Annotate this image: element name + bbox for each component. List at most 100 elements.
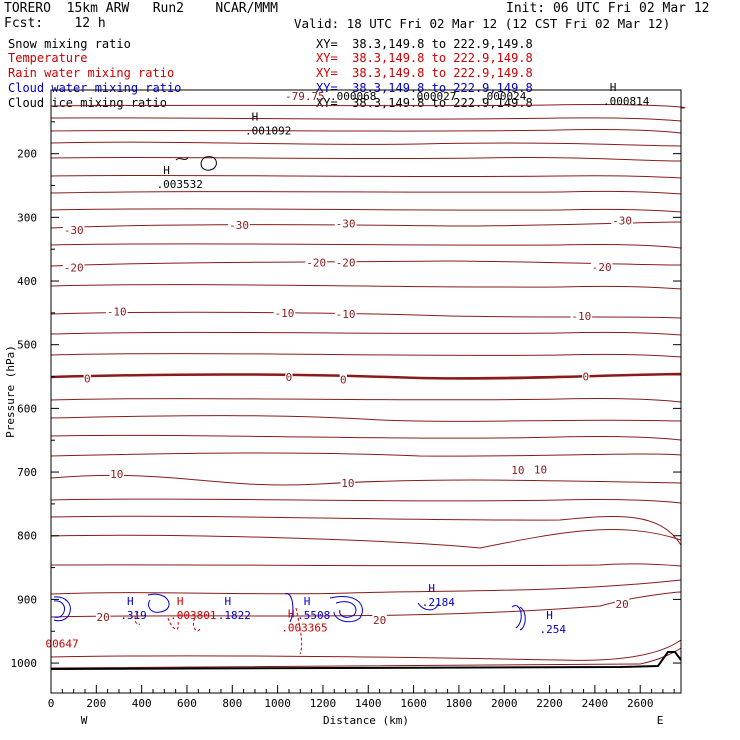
temperature-contour-line — [50, 415, 682, 422]
temperature-contour-label: 20 — [373, 614, 386, 627]
x-tick-label: 200 — [86, 697, 106, 710]
y-tick-label: 1000 — [11, 657, 38, 670]
y-tick-label: 600 — [17, 402, 37, 415]
contour-label-bg — [334, 217, 357, 229]
x-axis-title: Distance (km) — [323, 714, 409, 727]
temperature-contour-line — [50, 156, 682, 162]
contour-label-bg — [590, 261, 613, 273]
field-xy-cloud-water: XY= 38.3,149.8 to 222.9,149.8 — [316, 81, 533, 95]
temperature-contour-line — [50, 515, 682, 546]
x-tick-label: 0 — [48, 697, 55, 710]
temperature-contour-line — [50, 221, 682, 229]
field-name-snow: Snow mixing ratio — [8, 37, 131, 51]
contour-label-bg — [273, 306, 296, 318]
temperature-contour-label: -10 — [274, 307, 294, 320]
max-marker-h: H — [546, 609, 553, 622]
contour-label-bg — [305, 256, 327, 268]
y-tick-label: 700 — [17, 466, 37, 479]
temperature-contour-line — [50, 563, 682, 567]
contour-label-bg — [533, 463, 548, 475]
freezing-level-contour — [50, 372, 682, 380]
y-tick-label: 200 — [17, 148, 37, 161]
contour-label-bg — [62, 224, 85, 236]
top-max-label: -79.75 — [285, 90, 325, 103]
temperature-contour-line — [50, 474, 682, 486]
max-value-label: .1822 — [218, 609, 251, 622]
contour-label-bg — [62, 261, 85, 273]
temperature-contour-label: -10 — [571, 310, 591, 323]
temperature-contour-label: 20 — [96, 611, 109, 624]
contour-label-bg — [83, 372, 91, 384]
max-marker-h: H — [224, 595, 231, 608]
x-tick-label: 1000 — [264, 697, 291, 710]
temperature-contour-line — [50, 311, 682, 319]
axes: 0 200 400 600 800 1000 1200 1400 1600 1800 2000 220… — [4, 89, 682, 727]
contour-label-bg — [109, 467, 124, 479]
temperature-contour-label: -20 — [336, 257, 356, 270]
y-axis-title: Pressure (hPa) — [4, 345, 17, 438]
temperature-contour-label: -30 — [64, 224, 84, 237]
terrain-surface-line — [50, 651, 682, 670]
cloud-water-contour — [417, 602, 439, 611]
y-tick-label: 800 — [17, 530, 37, 543]
east-label: E — [657, 714, 664, 727]
rain-water-contour — [134, 611, 141, 625]
temperature-contour-line — [50, 141, 682, 147]
x-tick-label: 1200 — [310, 697, 337, 710]
temperature-contour-line — [50, 129, 682, 134]
temperature-contour-line — [50, 498, 682, 504]
plot-frame — [50, 89, 682, 694]
temperature-contour-line — [50, 591, 682, 618]
max-value-label: .000814 — [603, 95, 650, 108]
y-tick-label: 900 — [17, 593, 37, 606]
field-xy-cloud-ice: XY= 38.3,149.8 to 222.9,149.8 — [316, 96, 533, 110]
temperature-contour-line — [50, 639, 682, 661]
contour-label-bg — [611, 214, 633, 226]
temperature-contour-line — [50, 117, 682, 122]
temperature-contour-line — [50, 260, 682, 267]
contour-label-bg — [510, 464, 526, 476]
temperature-contour-label: -10 — [107, 306, 127, 319]
contour-label-bg — [105, 305, 128, 317]
x-tick-label: 2600 — [627, 697, 654, 710]
temperature-contour-line — [50, 243, 682, 249]
y-tick-label: 300 — [17, 211, 37, 224]
max-marker-h: H — [610, 81, 617, 94]
max-marker-h: H — [163, 164, 170, 177]
temperature-contour-line — [50, 208, 682, 213]
temperature-contour-label: 10 — [341, 477, 354, 490]
top-max-label: .000027 — [410, 90, 456, 103]
max-value-label: .003532 — [157, 178, 203, 191]
x-tick-label: 2200 — [536, 697, 563, 710]
max-value-label: 00647 — [46, 638, 79, 651]
field-name-rain: Rain water mixing ratio — [8, 66, 175, 80]
temperature-contour-line — [50, 353, 682, 358]
temperature-contour-label: -30 — [336, 218, 356, 231]
max-marker-h: H — [177, 595, 184, 608]
init-time: Init: 06 UTC Fri 02 Mar 12 — [506, 1, 710, 16]
temperature-contour-line — [50, 398, 682, 403]
rain-water-contour — [167, 617, 179, 630]
temperature-contour-label: -20 — [592, 261, 612, 274]
temperature-contour-label: -30 — [612, 215, 632, 228]
temperature-contour-line — [50, 452, 682, 457]
top-max-label: .000024 — [480, 90, 527, 103]
snow-contour — [200, 156, 217, 171]
max-value-label: .003801 — [170, 609, 216, 622]
cloud-water-contour — [53, 596, 71, 622]
rain-water-contour — [295, 607, 303, 655]
contour-label-bg — [334, 256, 357, 268]
temperature-contour-label: -20 — [306, 257, 326, 270]
x-tick-label: 2000 — [491, 697, 518, 710]
contour-label-bg — [285, 371, 293, 383]
contour-label-bg — [582, 370, 590, 382]
contour-label-bg — [228, 218, 250, 230]
max-value-label: .001092 — [245, 124, 291, 137]
cloud-water-contour — [519, 606, 526, 631]
temperature-contour-line — [50, 104, 686, 109]
moisture-contours — [53, 156, 526, 655]
cloud-water-contour — [511, 605, 522, 629]
plot-title: TORERO 15km ARW Run2 NCAR/MMM — [4, 1, 278, 16]
temperature-contour-line — [50, 174, 682, 179]
field-xy-rain: XY= 38.3,149.8 to 222.9,149.8 — [316, 66, 533, 80]
